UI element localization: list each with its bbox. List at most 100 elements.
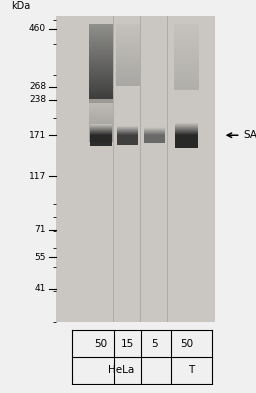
Bar bbox=[116, 68, 140, 69]
Bar bbox=[89, 83, 113, 84]
Bar bbox=[89, 99, 113, 101]
Bar bbox=[89, 108, 113, 109]
Bar bbox=[174, 50, 199, 51]
Bar bbox=[174, 48, 199, 49]
Text: T: T bbox=[188, 365, 194, 375]
Bar bbox=[89, 67, 113, 68]
Bar bbox=[116, 27, 140, 28]
Bar bbox=[174, 69, 199, 70]
Bar bbox=[89, 62, 113, 63]
Bar bbox=[116, 64, 140, 65]
Bar bbox=[116, 46, 140, 47]
Bar bbox=[89, 129, 113, 130]
Bar bbox=[174, 66, 199, 67]
Bar bbox=[89, 77, 113, 78]
Bar bbox=[89, 55, 113, 56]
Bar bbox=[89, 131, 113, 132]
Bar bbox=[116, 76, 140, 77]
Bar bbox=[174, 31, 199, 32]
Bar bbox=[89, 56, 113, 57]
Bar bbox=[116, 44, 140, 45]
Bar bbox=[89, 95, 113, 96]
Bar bbox=[89, 126, 113, 127]
Bar bbox=[116, 60, 140, 61]
Bar bbox=[89, 120, 113, 121]
Bar bbox=[89, 104, 113, 105]
Bar bbox=[89, 96, 113, 97]
Bar bbox=[116, 26, 140, 27]
Bar bbox=[174, 77, 199, 78]
Bar bbox=[89, 125, 113, 126]
Bar bbox=[89, 116, 113, 117]
Bar bbox=[89, 50, 113, 51]
Bar bbox=[89, 106, 113, 107]
Bar bbox=[116, 25, 140, 26]
Bar bbox=[174, 58, 199, 59]
Bar bbox=[116, 70, 140, 71]
Bar bbox=[89, 29, 113, 30]
Bar bbox=[89, 118, 113, 119]
Bar bbox=[116, 65, 140, 66]
Bar bbox=[116, 56, 140, 57]
Bar bbox=[89, 135, 113, 136]
Bar bbox=[174, 29, 199, 30]
Bar bbox=[89, 25, 113, 26]
Bar bbox=[116, 37, 140, 38]
Bar bbox=[89, 32, 113, 33]
Bar bbox=[89, 40, 113, 41]
Bar bbox=[89, 127, 113, 128]
Bar bbox=[89, 138, 113, 139]
Bar bbox=[89, 27, 113, 28]
Bar bbox=[174, 75, 199, 76]
Bar bbox=[89, 92, 113, 94]
Bar bbox=[174, 78, 199, 79]
Bar bbox=[116, 32, 140, 33]
Bar bbox=[174, 40, 199, 41]
Bar bbox=[89, 80, 113, 81]
Bar bbox=[174, 64, 199, 65]
Text: kDa: kDa bbox=[11, 1, 30, 11]
Bar bbox=[89, 38, 113, 39]
Bar bbox=[174, 60, 199, 61]
Bar bbox=[89, 44, 113, 45]
Bar bbox=[116, 55, 140, 56]
Bar bbox=[89, 47, 113, 48]
Bar bbox=[174, 65, 199, 66]
Bar bbox=[174, 72, 199, 73]
Bar bbox=[89, 33, 113, 34]
Bar bbox=[89, 139, 113, 140]
Bar bbox=[89, 115, 113, 116]
Bar bbox=[89, 54, 113, 55]
Bar bbox=[174, 35, 199, 36]
Bar bbox=[174, 61, 199, 62]
Bar bbox=[116, 50, 140, 51]
Bar bbox=[116, 43, 140, 44]
Bar bbox=[89, 34, 113, 35]
Bar bbox=[174, 30, 199, 31]
Bar bbox=[89, 58, 113, 59]
Bar bbox=[89, 41, 113, 42]
Bar bbox=[89, 65, 113, 66]
Bar bbox=[174, 57, 199, 58]
Bar bbox=[174, 62, 199, 63]
Bar bbox=[116, 63, 140, 64]
Bar bbox=[89, 134, 113, 135]
Bar bbox=[89, 90, 113, 92]
Bar bbox=[116, 24, 140, 25]
Bar bbox=[116, 40, 140, 41]
Bar bbox=[116, 59, 140, 60]
Bar bbox=[174, 63, 199, 64]
Bar bbox=[116, 38, 140, 39]
Text: 15: 15 bbox=[121, 339, 134, 349]
Bar bbox=[89, 72, 113, 73]
Bar bbox=[89, 68, 113, 69]
Bar bbox=[89, 59, 113, 60]
Bar bbox=[116, 51, 140, 52]
Text: 171: 171 bbox=[29, 131, 46, 140]
Bar bbox=[89, 101, 113, 102]
Bar bbox=[174, 76, 199, 77]
Bar bbox=[89, 74, 113, 75]
Bar bbox=[89, 140, 113, 141]
Bar bbox=[89, 43, 113, 44]
Bar bbox=[89, 30, 113, 31]
